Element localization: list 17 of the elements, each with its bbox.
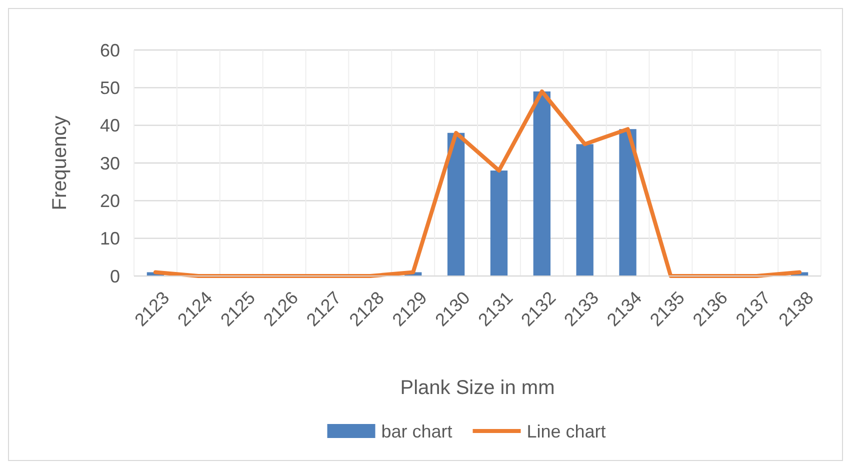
bar [533,91,550,276]
bar [619,129,636,276]
y-tick-label: 40 [100,116,120,136]
bar [490,170,508,276]
line-series [153,89,802,278]
bar [447,132,465,276]
legend-label: Line chart [526,421,606,442]
y-tick-label: 50 [100,78,120,98]
x-axis-title: Plank Size in mm [400,377,555,399]
y-tick-label: 30 [100,153,120,174]
y-tick-label: 10 [100,228,120,249]
bar [576,144,594,276]
y-tick-label: 20 [100,190,120,211]
y-axis-title: Frequency [49,116,71,210]
y-tick-label: 0 [110,266,120,286]
legend-label: bar chart [381,421,452,442]
y-tick-label: 60 [100,40,120,60]
